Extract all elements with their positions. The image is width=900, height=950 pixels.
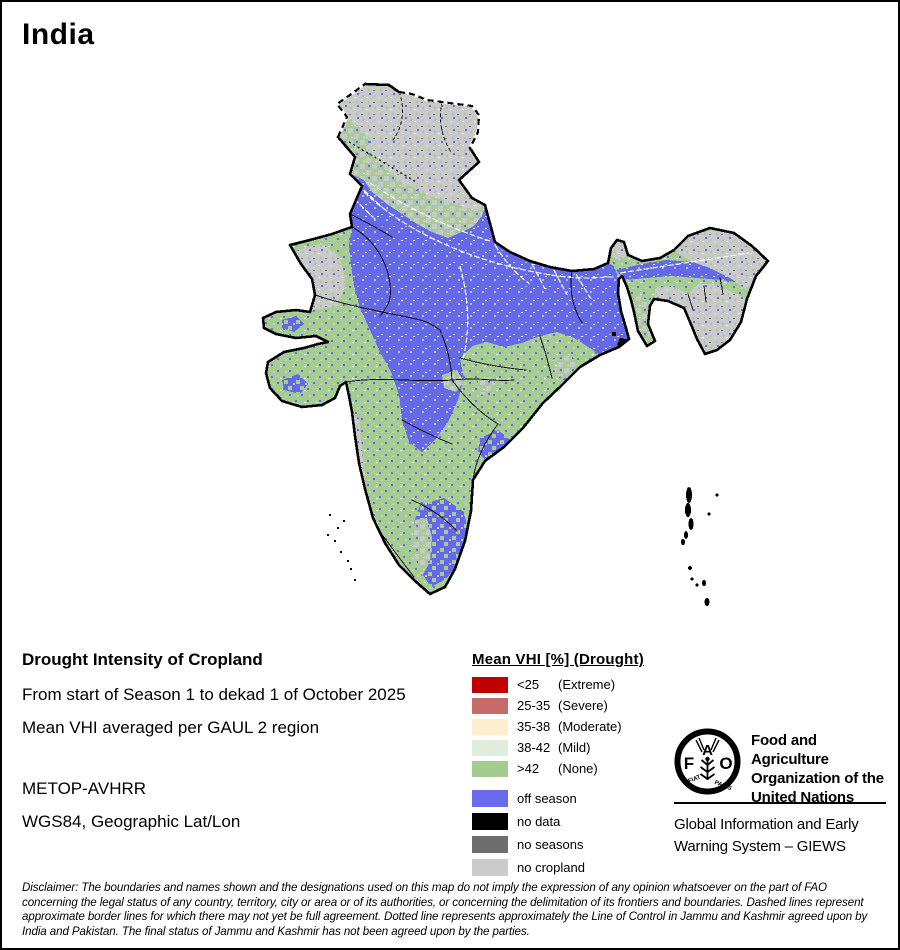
legend-swatch-extreme <box>472 676 508 693</box>
legend-swatch-severe <box>472 697 508 714</box>
map-rivers <box>347 178 750 360</box>
legend-row-off-season: off season <box>472 789 672 807</box>
legend-range: 25-35 <box>517 698 551 713</box>
legend-qualifier: (Mild) <box>558 740 591 755</box>
legend-qualifier: (Severe) <box>558 698 608 713</box>
legend-qualifier: off season <box>517 790 577 806</box>
map-projection-label: WGS84, Geographic Lat/Lon <box>22 812 241 831</box>
legend-swatch-no-cropland <box>472 858 508 876</box>
fao-logo-letter-f: F <box>684 754 694 773</box>
legend-qualifier: (None) <box>558 761 598 776</box>
legend-row-mild: 38-42 (Mild) <box>472 739 672 756</box>
legend-row-none: >42 (None) <box>472 760 672 777</box>
fao-org-line: United Nations <box>751 789 855 806</box>
legend-row-no-seasons: no seasons <box>472 835 672 853</box>
legend-swatch-off-season <box>472 789 508 807</box>
map-sensor-label: METOP-AVHRR <box>22 779 147 798</box>
legend-range: 35-38 <box>517 719 551 734</box>
map-legend: Mean VHI [%] (Drought) <25 (Extreme) 25-… <box>472 651 672 881</box>
fao-logo-icon: F A O FIAT PANIS <box>674 728 741 795</box>
india-drought-map <box>261 82 770 606</box>
map-period-label: From start of Season 1 to dekad 1 of Oct… <box>22 685 406 704</box>
giews-line: Global Information and Early <box>674 816 859 833</box>
legend-qualifier: no cropland <box>517 859 585 875</box>
map-aggregation-label: Mean VHI averaged per GAUL 2 region <box>22 718 320 737</box>
giews-line: Warning System – GIEWS <box>674 838 846 855</box>
legend-swatch-no-data <box>472 812 508 830</box>
fao-org-line: Organization of the <box>751 770 884 787</box>
legend-range: <25 <box>517 677 540 692</box>
legend-row-no-data: no data <box>472 812 672 830</box>
legend-row-no-cropland: no cropland <box>472 858 672 876</box>
legend-season-group: off season no data no seasons no croplan… <box>472 789 672 876</box>
legend-range: 38-42 <box>517 740 551 755</box>
fao-logo-letter-a: A <box>702 742 713 759</box>
map-state-boundaries <box>314 91 724 578</box>
fao-org-line: Food and Agriculture <box>751 732 829 768</box>
legend-swatch-mild <box>472 739 508 756</box>
legend-swatch-no-seasons <box>472 835 508 853</box>
fao-org-name: Food and Agriculture Organization of the… <box>751 731 898 807</box>
disclaimer-text: Disclaimer: The boundaries and names sho… <box>22 881 868 939</box>
legend-qualifier: (Moderate) <box>558 719 622 734</box>
fao-divider-rule <box>674 802 886 804</box>
fao-logo-fiat-text: FIAT <box>688 774 703 785</box>
page-title: India <box>22 18 95 51</box>
map-subject-title: Drought Intensity of Cropland <box>22 650 263 669</box>
legend-swatch-none <box>472 760 508 777</box>
map-dashed-borders <box>334 82 481 184</box>
legend-swatch-moderate <box>472 718 508 735</box>
legend-row-moderate: 35-38 (Moderate) <box>472 718 672 735</box>
map-info-block: Drought Intensity of Cropland From start… <box>22 650 452 845</box>
fao-logo-wheat <box>699 758 716 780</box>
legend-qualifier: (Extreme) <box>558 677 616 692</box>
legend-title: Mean VHI [%] (Drought) <box>472 651 644 668</box>
giews-label: Global Information and Early Warning Sys… <box>674 814 859 858</box>
legend-qualifier: no data <box>517 813 561 829</box>
map-islands <box>326 487 719 606</box>
legend-range: >42 <box>517 761 540 776</box>
fao-logo-letter-o: O <box>719 754 732 773</box>
map-country-outline <box>261 82 770 596</box>
legend-row-extreme: <25 (Extreme) <box>472 676 672 693</box>
legend-qualifier: no seasons <box>517 836 584 852</box>
legend-row-severe: 25-35 (Severe) <box>472 697 672 714</box>
